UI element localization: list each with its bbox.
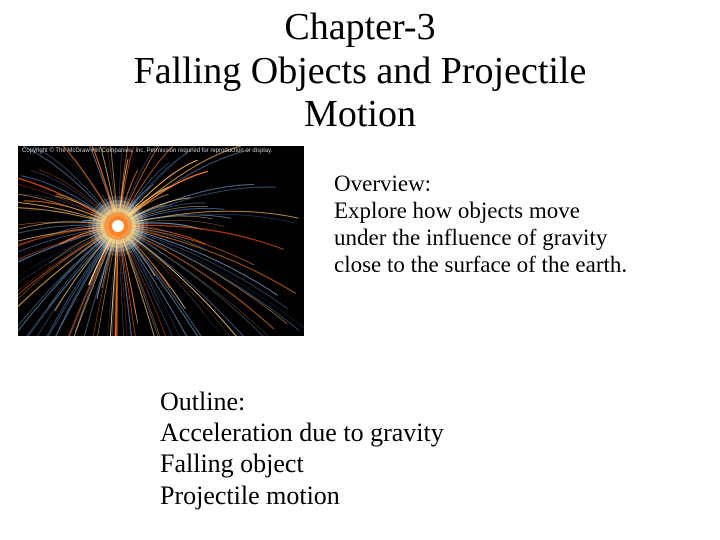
outline-item-3: Projectile motion [160, 481, 340, 510]
title-line-1: Chapter-3 [284, 6, 435, 48]
firework-image: Copyright © The McGraw-Hill Companies, I… [18, 146, 304, 336]
overview-label: Overview: [334, 171, 431, 196]
overview-line-2: under the influence of gravity [334, 225, 607, 250]
image-copyright: Copyright © The McGraw-Hill Companies, I… [22, 148, 300, 154]
outline-label: Outline: [160, 387, 245, 416]
overview-block: Overview: Explore how objects move under… [334, 170, 694, 279]
outline-item-2: Falling object [160, 449, 304, 478]
title-line-2: Falling Objects and Projectile [134, 50, 587, 92]
overview-line-3: close to the surface of the earth. [334, 252, 627, 277]
slide-title: Chapter-3 Falling Objects and Projectile… [0, 0, 720, 137]
overview-line-1: Explore how objects move [334, 198, 580, 223]
outline-block: Outline: Acceleration due to gravity Fal… [160, 386, 600, 511]
title-line-3: Motion [304, 93, 416, 135]
firework-graphic [18, 146, 304, 336]
outline-item-1: Acceleration due to gravity [160, 418, 444, 447]
